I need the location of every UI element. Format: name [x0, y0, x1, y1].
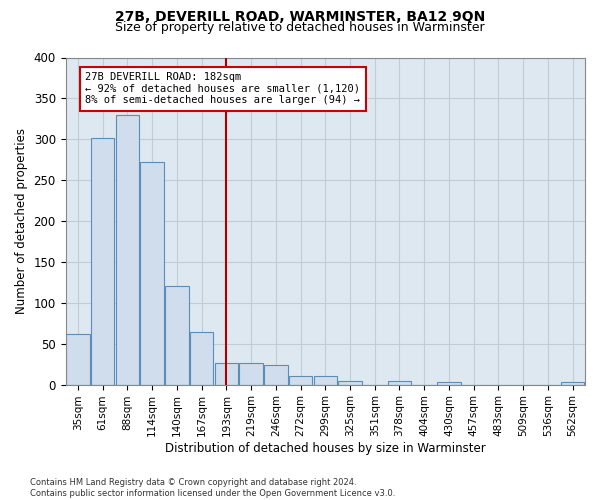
Bar	[314, 376, 337, 384]
Bar	[215, 362, 238, 384]
Bar	[289, 376, 312, 384]
Text: Size of property relative to detached houses in Warminster: Size of property relative to detached ho…	[115, 21, 485, 34]
Bar	[140, 162, 164, 384]
Y-axis label: Number of detached properties: Number of detached properties	[15, 128, 28, 314]
Text: 27B, DEVERILL ROAD, WARMINSTER, BA12 9QN: 27B, DEVERILL ROAD, WARMINSTER, BA12 9QN	[115, 10, 485, 24]
Bar	[388, 382, 411, 384]
Bar	[190, 332, 214, 384]
Bar	[91, 138, 115, 384]
Bar	[116, 114, 139, 384]
Bar	[561, 382, 584, 384]
Bar	[239, 362, 263, 384]
Text: 27B DEVERILL ROAD: 182sqm
← 92% of detached houses are smaller (1,120)
8% of sem: 27B DEVERILL ROAD: 182sqm ← 92% of detac…	[85, 72, 361, 106]
Bar	[338, 380, 362, 384]
Bar	[66, 334, 89, 384]
X-axis label: Distribution of detached houses by size in Warminster: Distribution of detached houses by size …	[165, 442, 485, 455]
Text: Contains HM Land Registry data © Crown copyright and database right 2024.
Contai: Contains HM Land Registry data © Crown c…	[30, 478, 395, 498]
Bar	[437, 382, 461, 384]
Bar	[264, 365, 287, 384]
Bar	[165, 286, 188, 384]
